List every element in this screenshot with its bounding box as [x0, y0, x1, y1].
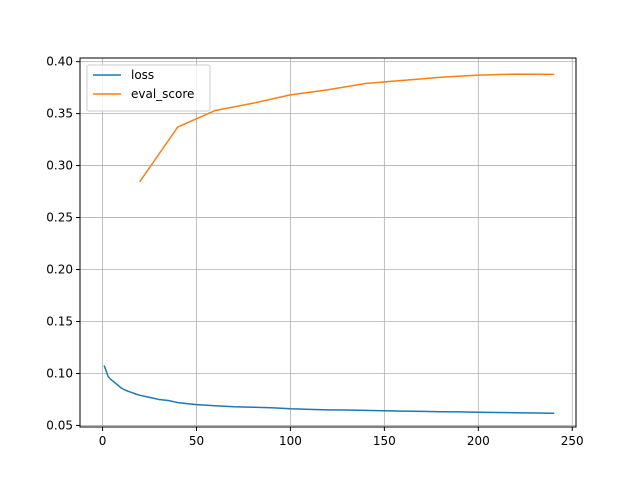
- y-tick-label: 0.05: [46, 418, 73, 432]
- y-tick-label: 0.30: [46, 159, 73, 173]
- x-tick-label: 0: [99, 434, 107, 448]
- series-line-loss: [103, 365, 555, 414]
- series-line-eval-score: [139, 73, 555, 183]
- x-tick-label: 50: [189, 434, 204, 448]
- ticks: 0 50 100 150 200 250 0.05 0.10 0.15 0.20 0.25 0.30 0…: [46, 55, 583, 448]
- legend: loss eval_score: [86, 64, 211, 112]
- plot-area: [80, 58, 576, 427]
- y-tick-label: 0.40: [46, 55, 73, 69]
- legend-label-loss: loss: [131, 68, 154, 82]
- x-tick-label: 200: [467, 434, 490, 448]
- y-tick-label: 0.20: [46, 263, 73, 277]
- y-tick-label: 0.35: [46, 107, 73, 121]
- y-tick-label: 0.10: [46, 366, 73, 380]
- grid: [80, 58, 576, 427]
- plot-frame: [79, 57, 577, 428]
- legend-label-eval-score: eval_score: [131, 87, 194, 101]
- y-tick-label: 0.15: [46, 314, 73, 328]
- series: [103, 73, 555, 414]
- x-tick-label: 150: [373, 434, 396, 448]
- x-tick-label: 100: [279, 434, 302, 448]
- x-tick-label: 250: [561, 434, 584, 448]
- y-tick-label: 0.25: [46, 211, 73, 225]
- legend-box: [86, 64, 211, 112]
